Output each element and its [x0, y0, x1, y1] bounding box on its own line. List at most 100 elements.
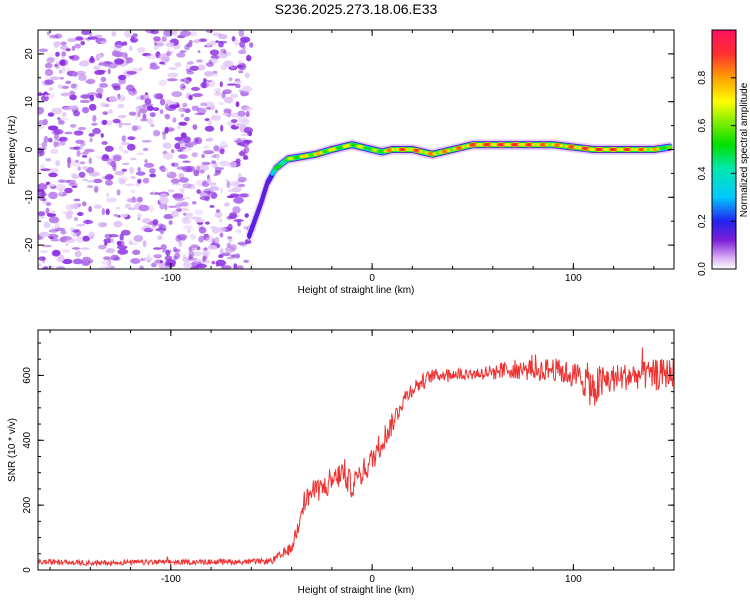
noise-blob	[100, 222, 108, 227]
noise-blob	[160, 244, 167, 250]
noise-blob	[110, 254, 120, 261]
noise-blob	[228, 77, 233, 82]
noise-blob	[199, 196, 210, 201]
noise-blob	[171, 30, 178, 36]
noise-blob	[180, 113, 185, 118]
noise-blob	[75, 70, 86, 76]
noise-blob	[214, 87, 222, 93]
noise-blob	[173, 255, 178, 261]
noise-blob	[204, 125, 215, 132]
noise-blob	[100, 260, 110, 265]
noise-blob	[142, 257, 153, 262]
noise-blob	[236, 64, 244, 69]
noise-blob	[237, 220, 242, 227]
noise-blob	[177, 149, 184, 152]
noise-blob	[231, 36, 236, 42]
spectrogram-ytick-label: 0	[24, 146, 35, 152]
noise-blob	[203, 150, 215, 155]
noise-blob	[121, 229, 131, 236]
noise-blob	[108, 95, 117, 103]
noise-blob	[157, 235, 163, 241]
noise-blob	[160, 167, 169, 172]
noise-blob	[178, 177, 189, 183]
noise-blob	[210, 191, 218, 200]
noise-blob	[180, 132, 187, 139]
noise-blob	[105, 120, 113, 126]
noise-blob	[150, 262, 157, 268]
noise-blob	[241, 133, 248, 137]
noise-blob	[170, 178, 180, 184]
noise-blob	[212, 226, 220, 234]
noise-blob	[82, 151, 89, 155]
noise-blob	[61, 51, 67, 57]
noise-blob	[188, 31, 198, 37]
noise-blob	[43, 221, 51, 229]
noise-blob	[77, 212, 84, 216]
noise-blob	[139, 265, 145, 269]
noise-blob	[88, 103, 97, 111]
noise-blob	[245, 110, 250, 118]
noise-blob	[183, 261, 192, 268]
noise-blob	[38, 215, 45, 219]
noise-blob	[209, 40, 217, 46]
noise-blob	[212, 70, 218, 74]
noise-blob	[246, 54, 252, 62]
noise-blob	[66, 210, 74, 216]
noise-blob	[239, 193, 250, 198]
noise-blob	[229, 161, 237, 169]
noise-blob	[38, 143, 42, 146]
noise-blob	[142, 240, 147, 248]
noise-blob	[60, 179, 71, 183]
noise-blob	[77, 203, 82, 207]
noise-blob	[68, 55, 75, 59]
noise-blob	[194, 209, 204, 216]
noise-blob	[219, 232, 224, 238]
noise-blob	[159, 98, 166, 106]
noise-blob	[217, 102, 225, 105]
noise-blob	[67, 162, 71, 169]
noise-blob	[182, 160, 191, 163]
noise-blob	[220, 265, 232, 269]
spectrogram-ytick-label: 10	[24, 96, 35, 108]
noise-blob	[218, 254, 224, 259]
noise-blob	[162, 133, 166, 140]
noise-blob	[75, 36, 84, 41]
snr-ylabel: SNR (10 * v/v)	[7, 418, 18, 482]
noise-blob	[98, 265, 110, 269]
noise-blob	[237, 60, 243, 66]
noise-blob	[231, 119, 238, 123]
noise-blob	[223, 202, 230, 207]
noise-blob	[74, 43, 82, 49]
noise-blob	[60, 230, 67, 235]
noise-blob	[243, 139, 253, 144]
noise-blob	[104, 145, 114, 152]
noise-blob	[64, 131, 73, 135]
noise-blob	[104, 241, 108, 246]
noise-blob	[176, 52, 186, 58]
noise-blob	[213, 173, 218, 177]
noise-blob	[72, 258, 83, 265]
noise-blob	[233, 263, 238, 269]
noise-blob	[72, 247, 80, 250]
noise-blob	[156, 40, 165, 48]
noise-blob	[150, 123, 155, 128]
noise-blob	[77, 166, 81, 171]
noise-blob	[78, 62, 89, 67]
noise-blob	[38, 125, 45, 129]
noise-blob	[137, 217, 141, 220]
noise-blob	[71, 185, 78, 188]
noise-blob	[190, 265, 199, 269]
noise-blob	[159, 109, 164, 115]
noise-blob	[114, 171, 125, 176]
noise-blob	[228, 239, 233, 243]
noise-blob	[218, 41, 224, 48]
noise-blob	[171, 91, 183, 98]
noise-blob	[214, 236, 220, 244]
noise-blob	[224, 96, 234, 104]
ridge-mark	[247, 232, 252, 239]
noise-blob	[61, 65, 66, 74]
noise-blob	[225, 51, 232, 56]
noise-blob	[65, 204, 74, 211]
noise-blob	[42, 118, 48, 126]
noise-blob	[82, 166, 88, 170]
